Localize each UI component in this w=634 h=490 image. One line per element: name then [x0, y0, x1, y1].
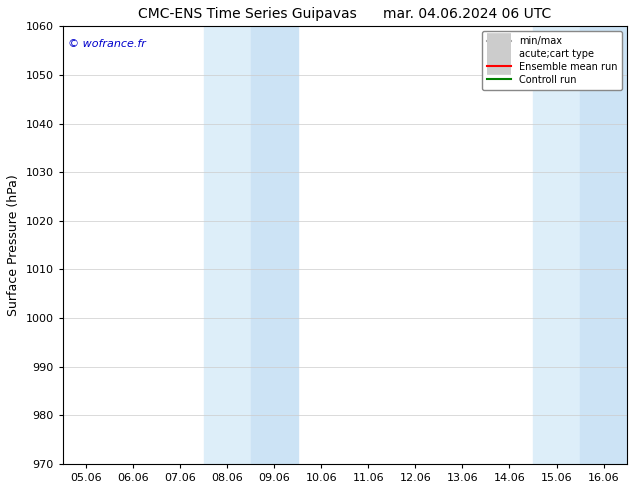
Y-axis label: Surface Pressure (hPa): Surface Pressure (hPa) — [7, 174, 20, 316]
Title: CMC-ENS Time Series Guipavas      mar. 04.06.2024 06 UTC: CMC-ENS Time Series Guipavas mar. 04.06.… — [138, 7, 552, 21]
Bar — [580, 26, 627, 464]
Bar — [251, 26, 298, 464]
Bar — [204, 26, 251, 464]
Text: © wofrance.fr: © wofrance.fr — [68, 39, 146, 49]
Bar — [533, 26, 580, 464]
Legend: min/max, acute;cart type, Ensemble mean run, Controll run: min/max, acute;cart type, Ensemble mean … — [482, 31, 622, 90]
